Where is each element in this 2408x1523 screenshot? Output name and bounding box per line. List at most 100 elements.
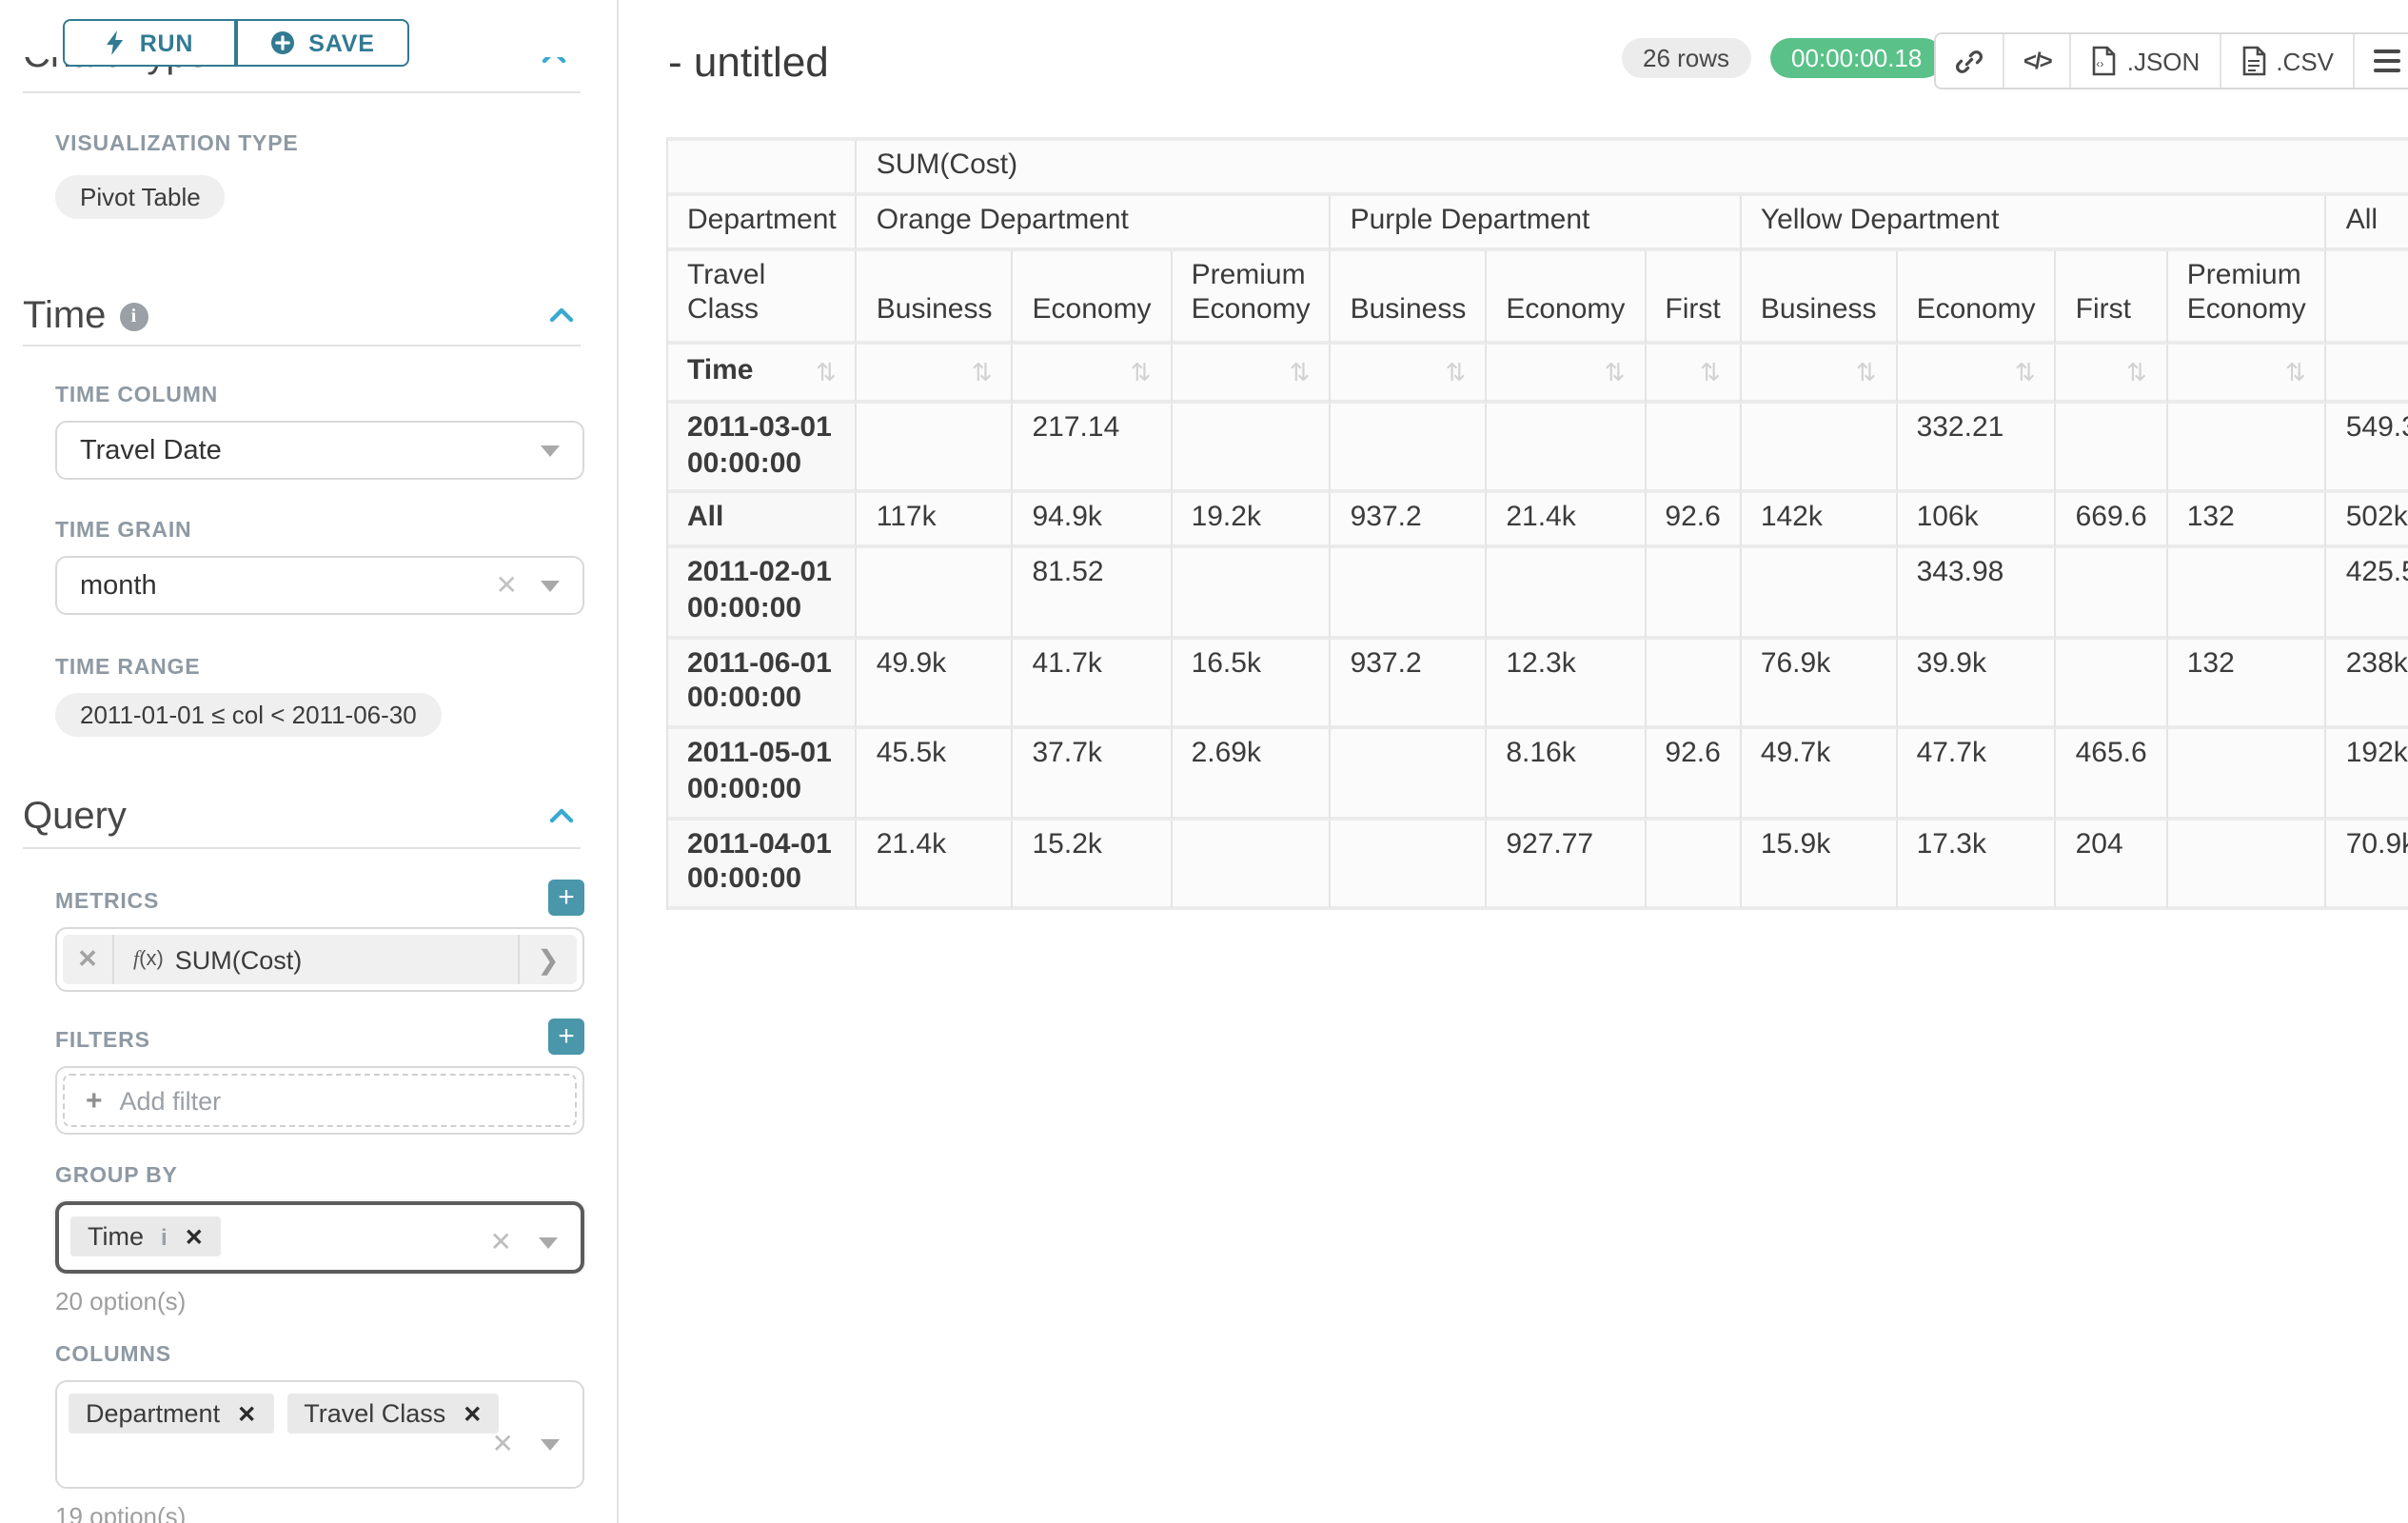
remove-metric-icon[interactable]: ✕ bbox=[63, 935, 114, 984]
chevron-down-icon bbox=[541, 445, 560, 456]
columns-select[interactable]: Department✕Travel Class✕ ✕ bbox=[55, 1380, 584, 1489]
pivot-cell bbox=[2168, 729, 2327, 820]
time-column-select[interactable]: Travel Date bbox=[55, 421, 584, 480]
clear-icon[interactable]: ✕ bbox=[492, 1428, 514, 1460]
time-range-pill[interactable]: 2011-01-01 ≤ col < 2011-06-30 bbox=[55, 693, 442, 737]
metric-label: f(x) SUM(Cost) bbox=[114, 935, 518, 984]
add-metric-button[interactable]: + bbox=[548, 880, 584, 916]
pivot-cell: 132 bbox=[2168, 494, 2327, 549]
column-group-header: Orange Department bbox=[858, 196, 1332, 251]
tag-label: Department bbox=[86, 1399, 220, 1428]
pivot-cell: 425.5 bbox=[2327, 548, 2408, 639]
pivot-cell: 39.9k bbox=[1898, 639, 2057, 729]
pivot-cell: 238k bbox=[2327, 639, 2408, 729]
time-section-collapse-chevron-icon[interactable] bbox=[548, 301, 575, 337]
clear-icon[interactable]: ✕ bbox=[490, 1226, 512, 1258]
sort-icon[interactable]: ⇅ bbox=[1700, 360, 1721, 385]
subcolumn-header: First bbox=[1646, 250, 1741, 345]
table-row: 2011-06-01 00:00:0049.9k41.7k16.5k937.21… bbox=[668, 639, 2408, 729]
selected-option-tag[interactable]: Department ✕ bbox=[69, 1394, 273, 1434]
subcolumn-header bbox=[2327, 250, 2408, 345]
more-menu-button[interactable] bbox=[2355, 34, 2408, 88]
svg-text:‹›: ‹› bbox=[2097, 57, 2104, 70]
remove-tag-icon[interactable]: ✕ bbox=[237, 1400, 256, 1427]
pivot-row-label: 2011-05-01 00:00:00 bbox=[668, 729, 858, 820]
sort-header-cell: ⇅ bbox=[1646, 345, 1741, 404]
pivot-row-label: 2011-03-01 00:00:00 bbox=[668, 404, 858, 494]
pivot-cell: 49.7k bbox=[1742, 729, 1898, 820]
visualization-type-pill[interactable]: Pivot Table bbox=[55, 175, 226, 219]
chevron-right-icon[interactable]: ❯ bbox=[518, 935, 577, 984]
pivot-cell: 2.69k bbox=[1173, 729, 1332, 820]
pivot-cell bbox=[1173, 820, 1332, 910]
share-link-button[interactable] bbox=[1936, 34, 2004, 88]
pivot-cell: 70.9k bbox=[2327, 820, 2408, 910]
sort-icon[interactable]: ⇅ bbox=[816, 360, 837, 385]
selected-option-tag[interactable]: Travel Class✕ bbox=[286, 1394, 499, 1434]
pivot-cell bbox=[1742, 404, 1898, 494]
pivot-table: SUM(Cost)DepartmentOrange DepartmentPurp… bbox=[666, 137, 2408, 910]
sort-icon[interactable]: ⇅ bbox=[1290, 360, 1311, 385]
divider bbox=[23, 91, 581, 93]
chevron-down-icon[interactable] bbox=[541, 1438, 560, 1450]
pivot-cell bbox=[1332, 729, 1488, 820]
pivot-cell bbox=[2057, 639, 2168, 729]
clear-icon[interactable]: ✕ bbox=[496, 569, 518, 602]
pivot-cell: 343.98 bbox=[1898, 548, 2057, 639]
view-query-button[interactable]: </> bbox=[2004, 34, 2072, 88]
query-section-title: Query bbox=[23, 796, 127, 840]
pivot-cell bbox=[1646, 639, 1741, 729]
subcolumn-header: Business bbox=[858, 250, 1014, 345]
chevron-down-icon[interactable] bbox=[539, 1236, 558, 1248]
chart-title[interactable]: - untitled bbox=[668, 38, 829, 88]
pivot-cell: 549.35 bbox=[2327, 404, 2408, 494]
save-button[interactable]: SAVE bbox=[236, 19, 409, 67]
pivot-cell: 465.6 bbox=[2057, 729, 2168, 820]
column-group-header: Yellow Department bbox=[1742, 196, 2327, 251]
subcolumn-header: Business bbox=[1742, 250, 1898, 345]
pivot-cell: 37.7k bbox=[1014, 729, 1173, 820]
sort-icon[interactable]: ⇅ bbox=[1605, 360, 1626, 385]
time-column-value: Travel Date bbox=[80, 435, 541, 465]
pivot-row-label: 2011-04-01 00:00:00 bbox=[668, 820, 858, 910]
link-icon bbox=[1955, 47, 1984, 75]
time-grain-select[interactable]: month ✕ bbox=[55, 556, 584, 615]
sort-icon[interactable]: ⇅ bbox=[972, 360, 993, 385]
remove-tag-icon[interactable]: ✕ bbox=[185, 1223, 204, 1250]
pivot-cell: 117k bbox=[858, 494, 1014, 549]
sort-icon[interactable]: ⇅ bbox=[1856, 360, 1877, 385]
sort-icon[interactable]: ⇅ bbox=[2015, 360, 2036, 385]
pivot-cell: 15.2k bbox=[1014, 820, 1173, 910]
add-filter-button[interactable]: + Add filter bbox=[63, 1074, 577, 1127]
add-filter-plus-button[interactable]: + bbox=[548, 1019, 584, 1055]
query-section-collapse-chevron-icon[interactable] bbox=[548, 801, 575, 838]
time-grain-value: month bbox=[80, 570, 496, 601]
pivot-cell bbox=[858, 404, 1014, 494]
group-by-select[interactable]: Timei✕ ✕ bbox=[55, 1201, 584, 1274]
pivot-cell: 15.9k bbox=[1742, 820, 1898, 910]
group-by-options-count: 20 option(s) bbox=[55, 1287, 186, 1315]
remove-tag-icon[interactable]: ✕ bbox=[463, 1400, 482, 1427]
sort-icon[interactable]: ⇅ bbox=[1446, 360, 1467, 385]
metric-pill[interactable]: ✕ f(x) SUM(Cost) ❯ bbox=[63, 935, 577, 984]
export-json-button[interactable]: ‹› .JSON bbox=[2072, 34, 2221, 88]
sort-icon[interactable]: ⇅ bbox=[1131, 360, 1152, 385]
sort-icon[interactable]: ⇅ bbox=[2285, 360, 2306, 385]
json-file-icon: ‹› bbox=[2091, 46, 2118, 76]
sort-icon[interactable]: ⇅ bbox=[2126, 360, 2147, 385]
pivot-cell: 106k bbox=[1898, 494, 2057, 549]
pivot-cell: 937.2 bbox=[1332, 494, 1488, 549]
pivot-cell: 76.9k bbox=[1742, 639, 1898, 729]
export-csv-button[interactable]: .CSV bbox=[2220, 34, 2355, 88]
row-dimension-label-cell: Time⇅ bbox=[668, 345, 858, 404]
query-timer-badge: 00:00:00.18 bbox=[1770, 38, 1943, 78]
run-button[interactable]: RUN bbox=[63, 19, 236, 67]
sort-header-cell: ⇅ bbox=[2057, 345, 2168, 404]
pivot-cell: 669.6 bbox=[2057, 494, 2168, 549]
pivot-cell bbox=[1742, 548, 1898, 639]
divider bbox=[23, 345, 581, 346]
tag-label: Time bbox=[88, 1222, 144, 1251]
pivot-cell bbox=[2168, 820, 2327, 910]
selected-option-tag[interactable]: Timei✕ bbox=[70, 1216, 221, 1256]
subcolumn-header: Business bbox=[1332, 250, 1488, 345]
